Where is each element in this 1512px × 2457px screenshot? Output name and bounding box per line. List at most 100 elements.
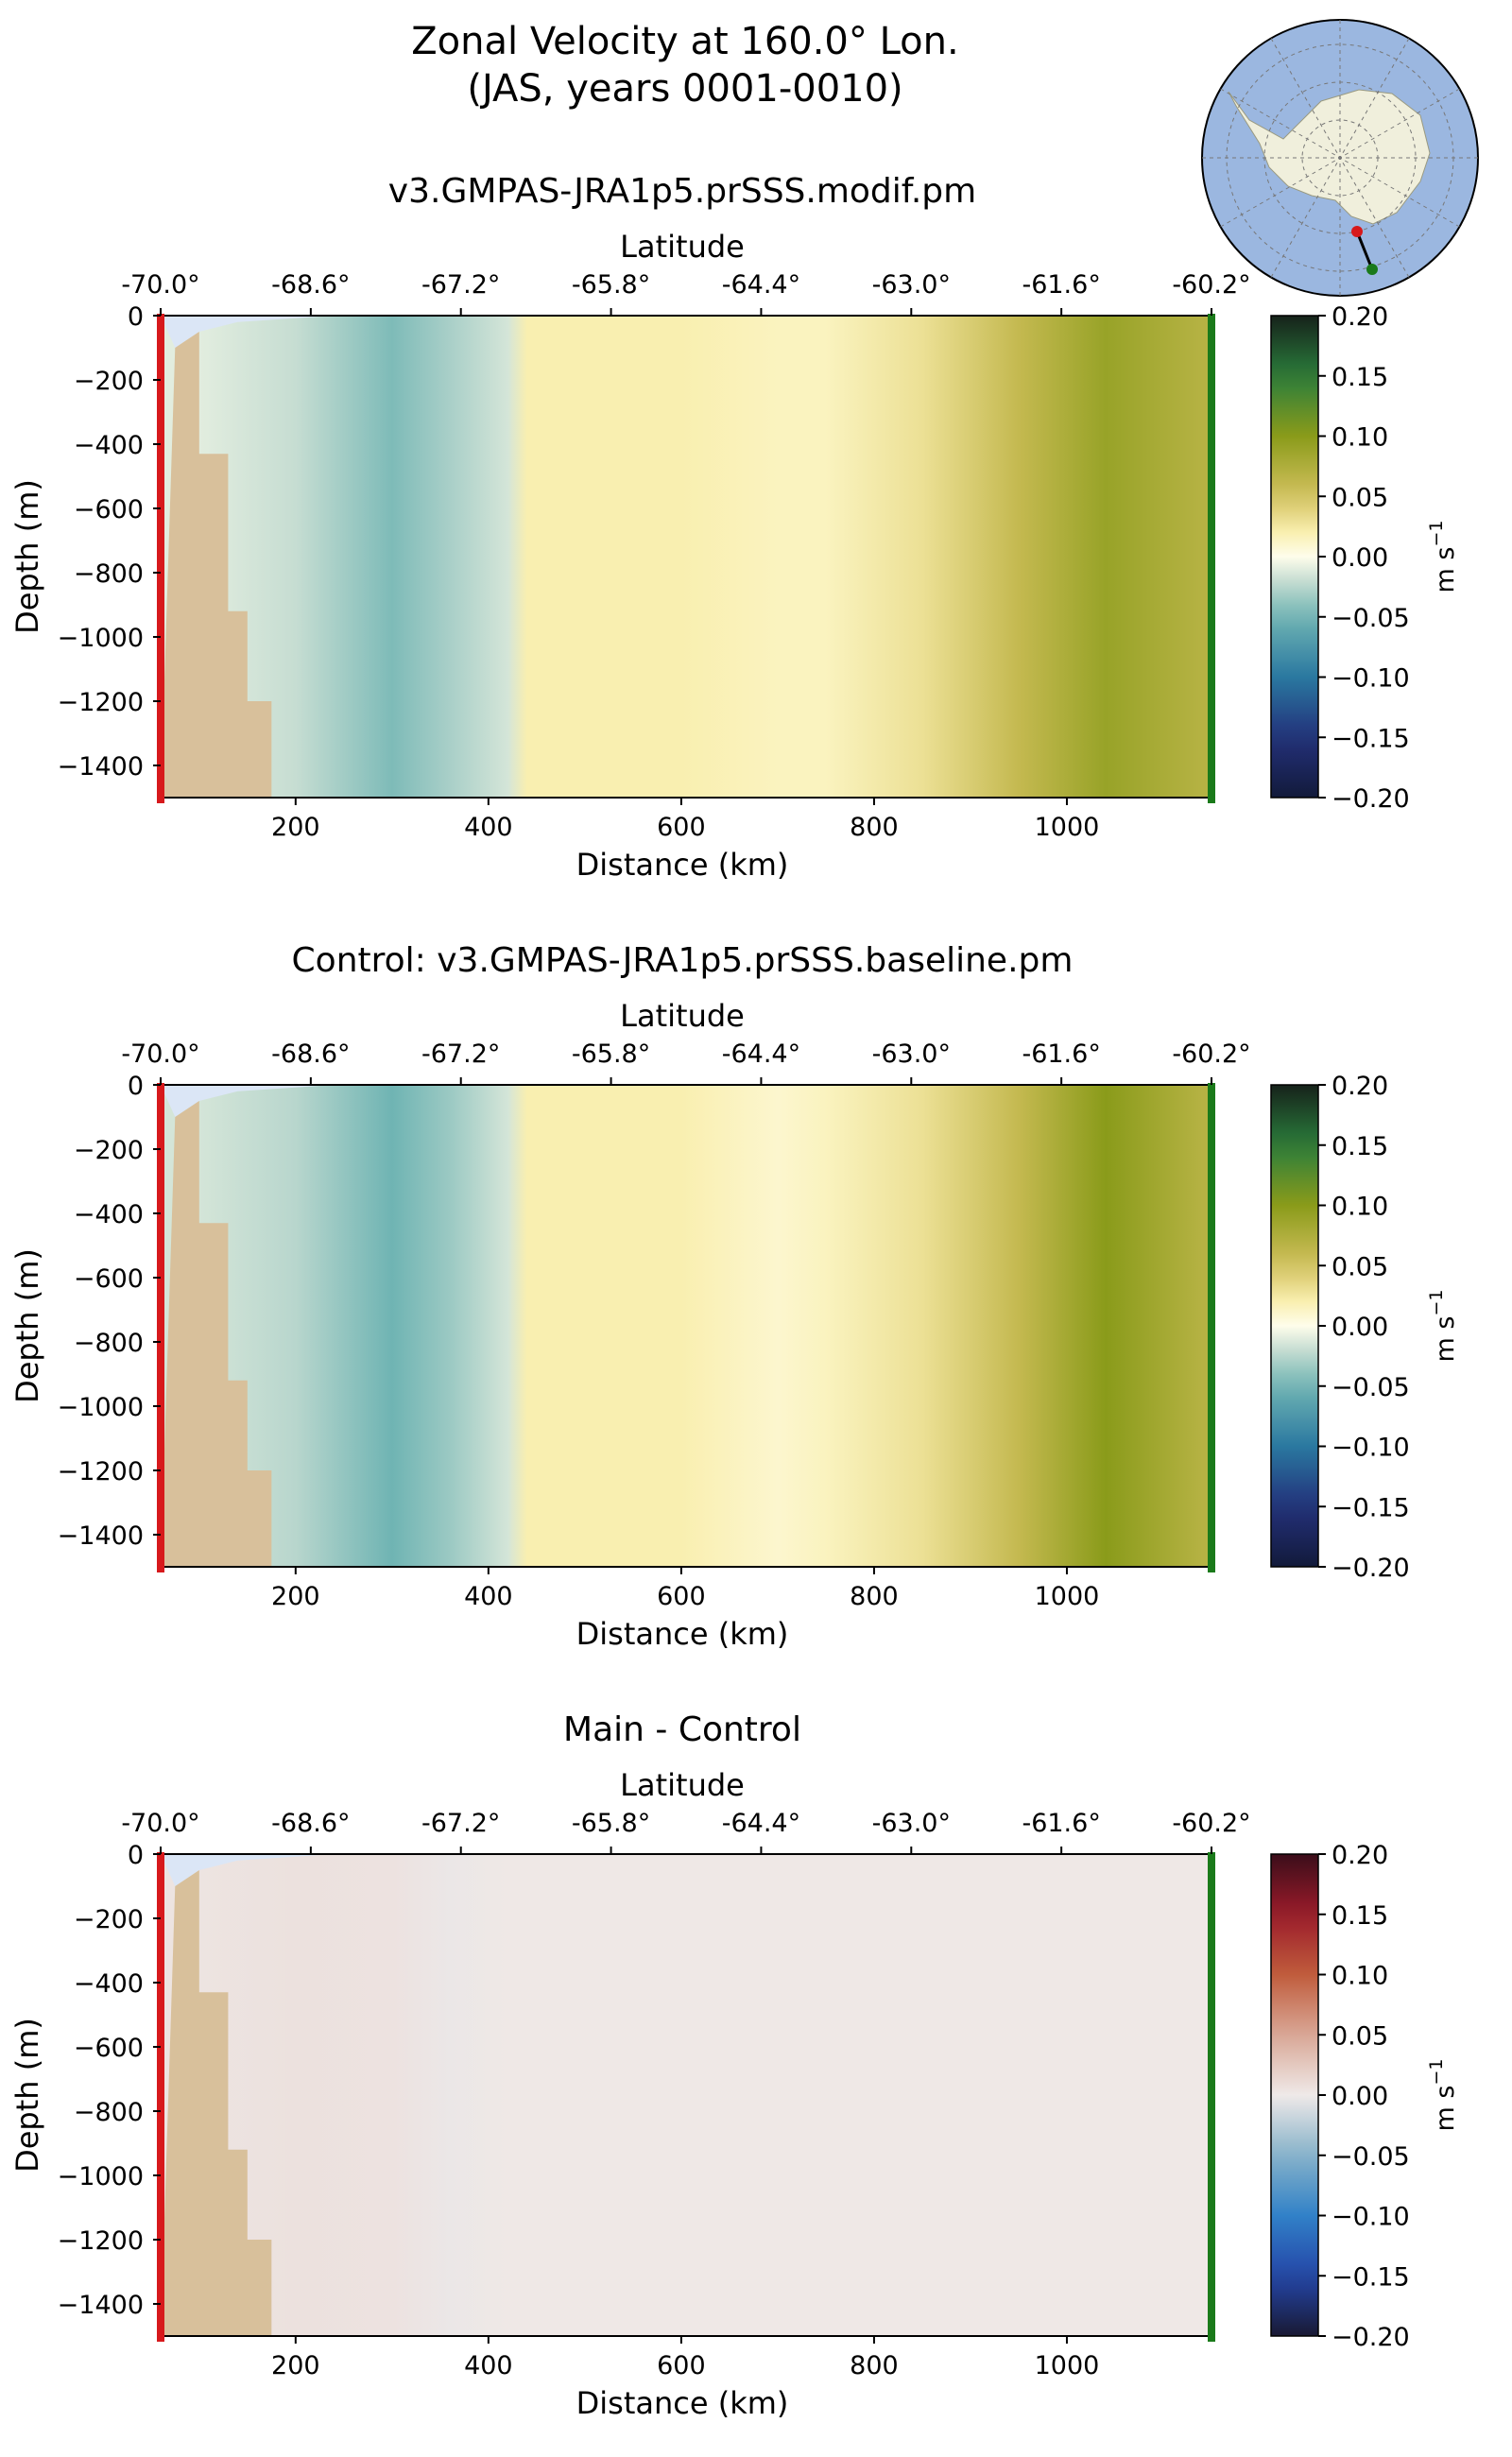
section-end-marker [1208, 314, 1215, 803]
colorbar-label-exponent: −1 [1426, 521, 1447, 547]
section-start-point [1351, 226, 1363, 237]
main-title-line1: Zonal Velocity at 160.0° Lon. [411, 20, 959, 63]
colorbar-label-exponent: −1 [1426, 1290, 1447, 1316]
section-end-marker [1208, 1083, 1215, 1572]
y-tick-label: −600 [74, 1264, 144, 1294]
lat-tick-label: -67.2° [421, 270, 500, 300]
antarctica-land [1228, 89, 1431, 225]
lat-tick-label: -64.4° [722, 1040, 800, 1069]
y-tick-label: −400 [74, 431, 144, 460]
lat-tick-label: -68.6° [271, 1040, 350, 1069]
y-axis-label: Depth (m) [9, 479, 45, 634]
y-tick-label: −400 [74, 1200, 144, 1229]
section-start-marker [157, 314, 164, 803]
colorbar-tick-label: −0.20 [1332, 784, 1410, 814]
surface-gap [161, 316, 335, 348]
panel-title: v3.GMPAS-JRA1p5.prSSS.modif.pm [388, 172, 976, 211]
colorbar-tick-label: 0.00 [1332, 543, 1388, 573]
lat-tick-label: -63.0° [872, 1040, 951, 1069]
lat-tick-label: -65.8° [572, 1040, 650, 1069]
colorbar-tick-label: −0.10 [1332, 1434, 1410, 1463]
colorbar-tick-label: 0.00 [1332, 1313, 1388, 1342]
velocity-field [161, 1085, 1211, 1567]
x-tick-label: 200 [271, 813, 320, 842]
y-tick-label: −1400 [58, 752, 144, 782]
colorbar [1270, 315, 1319, 799]
lat-tick-label: -63.0° [872, 1809, 951, 1838]
colorbar-tick-label: 0.20 [1332, 1841, 1388, 1870]
y-tick-label: −1200 [58, 2226, 144, 2256]
x-tick-label: 400 [464, 813, 513, 842]
colorbar-tick-label: 0.00 [1332, 2082, 1388, 2111]
panel-2: Control: v3.GMPAS-JRA1p5.prSSS.baseline.… [9, 941, 1460, 1652]
colorbar [1270, 1853, 1319, 2337]
x-axis-label: Distance (km) [576, 1616, 789, 1652]
y-tick-label: −800 [74, 559, 144, 589]
colorbar [1270, 1084, 1319, 1568]
colorbar-tick-label: −0.15 [1332, 2262, 1410, 2292]
colorbar-tick-label: −0.15 [1332, 1493, 1410, 1522]
colorbar-label: m s−1 [1426, 521, 1460, 593]
colorbar-tick-label: 0.05 [1332, 483, 1388, 512]
y-tick-label: −1000 [58, 1393, 144, 1422]
x-tick-label: 1000 [1035, 813, 1100, 842]
y-tick-label: −1000 [58, 2162, 144, 2191]
y-axis-label: Depth (m) [9, 2018, 45, 2173]
lat-tick-label: -64.4° [722, 1809, 800, 1838]
colorbar-tick-label: −0.05 [1332, 2142, 1410, 2172]
colorbar-tick-label: 0.05 [1332, 2021, 1388, 2051]
x-tick-label: 800 [850, 813, 899, 842]
colorbar-tick-label: −0.20 [1332, 2323, 1410, 2352]
x-tick-label: 1000 [1035, 2351, 1100, 2380]
y-tick-label: −600 [74, 2034, 144, 2063]
y-axis-label: Depth (m) [9, 1248, 45, 1403]
x-tick-label: 800 [850, 2351, 899, 2380]
seafloor-bathymetry [161, 1101, 272, 1567]
section-end-point [1366, 264, 1378, 275]
y-tick-label: −400 [74, 1969, 144, 1999]
lat-tick-label: -68.6° [271, 1809, 350, 1838]
top-axis-label: Latitude [620, 1767, 745, 1803]
x-tick-label: 800 [850, 1582, 899, 1611]
y-tick-label: −200 [74, 1136, 144, 1165]
colorbar-tick-label: 0.10 [1332, 1193, 1388, 1222]
lat-tick-label: -60.2° [1172, 1809, 1250, 1838]
surface-gap [161, 1854, 335, 1886]
section-start-marker [157, 1083, 164, 1572]
x-tick-label: 600 [657, 813, 706, 842]
y-tick-label: −1200 [58, 688, 144, 717]
colorbar-tick-label: 0.10 [1332, 1962, 1388, 1991]
y-tick-label: −1200 [58, 1457, 144, 1486]
x-tick-label: 200 [271, 2351, 320, 2380]
lat-tick-label: -68.6° [271, 270, 350, 300]
meridian-line [1220, 88, 1460, 228]
y-tick-label: −200 [74, 367, 144, 396]
colorbar-tick-label: 0.15 [1332, 1132, 1388, 1161]
lat-tick-label: -70.0° [121, 270, 199, 300]
colorbar-tick-label: −0.15 [1332, 724, 1410, 753]
x-tick-label: 600 [657, 1582, 706, 1611]
x-tick-label: 400 [464, 1582, 513, 1611]
y-tick-label: −1400 [58, 2291, 144, 2320]
y-tick-label: −800 [74, 1329, 144, 1358]
colorbar-tick-label: −0.05 [1332, 1373, 1410, 1402]
y-tick-label: −1000 [58, 624, 144, 653]
main-title-line2: (JAS, years 0001-0010) [467, 67, 903, 111]
colorbar-label: m s−1 [1426, 2059, 1460, 2132]
panel-title: Main - Control [563, 1710, 801, 1749]
x-axis-label: Distance (km) [576, 2385, 789, 2421]
colorbar-tick-label: −0.10 [1332, 664, 1410, 694]
colorbar-tick-label: 0.10 [1332, 423, 1388, 453]
colorbar-tick-label: 0.20 [1332, 1072, 1388, 1101]
colorbar-tick-label: 0.20 [1332, 302, 1388, 332]
colorbar-tick-label: 0.15 [1332, 1901, 1388, 1931]
colorbar-tick-label: 0.05 [1332, 1252, 1388, 1281]
lat-tick-label: -67.2° [421, 1809, 500, 1838]
x-tick-label: 1000 [1035, 1582, 1100, 1611]
colorbar-label: m s−1 [1426, 1290, 1460, 1363]
colorbar-label-exponent: −1 [1426, 2059, 1447, 2086]
top-axis-label: Latitude [620, 998, 745, 1034]
panel-1: v3.GMPAS-JRA1p5.prSSS.modif.pm 200 400 600 8… [9, 172, 1460, 883]
section-line [1355, 231, 1374, 270]
